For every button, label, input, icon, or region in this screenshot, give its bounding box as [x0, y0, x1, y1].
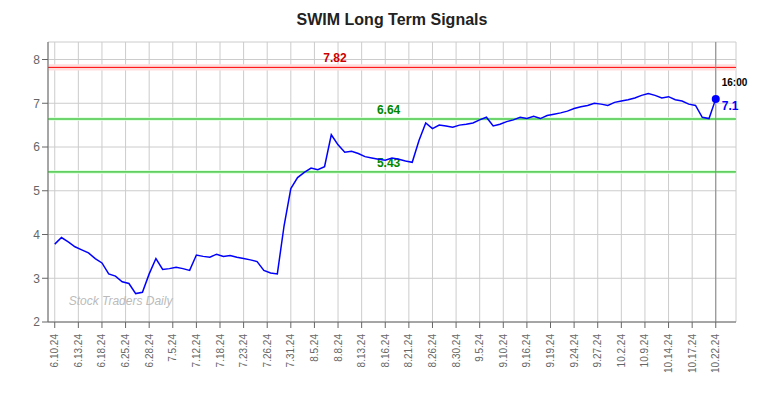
- svg-text:9.16.24: 9.16.24: [521, 334, 532, 368]
- svg-text:7: 7: [33, 97, 40, 111]
- svg-text:9.27.24: 9.27.24: [592, 334, 603, 368]
- svg-text:10.17.24: 10.17.24: [687, 334, 698, 373]
- svg-text:8: 8: [33, 53, 40, 67]
- svg-text:5: 5: [33, 184, 40, 198]
- svg-text:6.64: 6.64: [377, 103, 401, 117]
- svg-text:7.26.24: 7.26.24: [262, 334, 273, 368]
- svg-text:3: 3: [33, 272, 40, 286]
- svg-text:16:00: 16:00: [722, 77, 748, 88]
- svg-text:10.22.24: 10.22.24: [710, 334, 721, 373]
- svg-text:6.13.24: 6.13.24: [73, 334, 84, 368]
- svg-text:6.18.24: 6.18.24: [96, 334, 107, 368]
- svg-text:6.10.24: 6.10.24: [49, 334, 60, 368]
- svg-text:7.12.24: 7.12.24: [191, 334, 202, 368]
- svg-text:9.5.24: 9.5.24: [474, 334, 485, 362]
- svg-text:5.43: 5.43: [377, 156, 401, 170]
- svg-text:10.14.24: 10.14.24: [663, 334, 674, 373]
- svg-text:8.5.24: 8.5.24: [309, 334, 320, 362]
- svg-text:10.9.24: 10.9.24: [639, 334, 650, 368]
- svg-text:7.18.24: 7.18.24: [215, 334, 226, 368]
- svg-text:10.2.24: 10.2.24: [616, 334, 627, 368]
- svg-text:7.23.24: 7.23.24: [238, 334, 249, 368]
- html-text:Stock Traders Daily: Stock Traders Daily: [68, 294, 173, 308]
- svg-text:4: 4: [33, 228, 40, 242]
- svg-text:2: 2: [33, 315, 40, 329]
- svg-text:8.13.24: 8.13.24: [356, 334, 367, 368]
- html-text:SWIM Long Term Signals: SWIM Long Term Signals: [296, 11, 488, 28]
- svg-text:8.30.24: 8.30.24: [451, 334, 462, 368]
- svg-text:7.82: 7.82: [323, 51, 347, 65]
- svg-text:8.8.24: 8.8.24: [333, 334, 344, 362]
- svg-text:8.26.24: 8.26.24: [427, 334, 438, 368]
- svg-text:6: 6: [33, 140, 40, 154]
- svg-text:9.10.24: 9.10.24: [498, 334, 509, 368]
- svg-text:7.5.24: 7.5.24: [167, 334, 178, 362]
- svg-text:6.28.24: 6.28.24: [144, 334, 155, 368]
- svg-text:8.21.24: 8.21.24: [403, 334, 414, 368]
- svg-text:9.19.24: 9.19.24: [545, 334, 556, 368]
- svg-text:8.16.24: 8.16.24: [380, 334, 391, 368]
- svg-text:9.24.24: 9.24.24: [569, 334, 580, 368]
- svg-text:7.31.24: 7.31.24: [285, 334, 296, 368]
- svg-text:6.25.24: 6.25.24: [120, 334, 131, 368]
- svg-text:7.1: 7.1: [722, 99, 739, 113]
